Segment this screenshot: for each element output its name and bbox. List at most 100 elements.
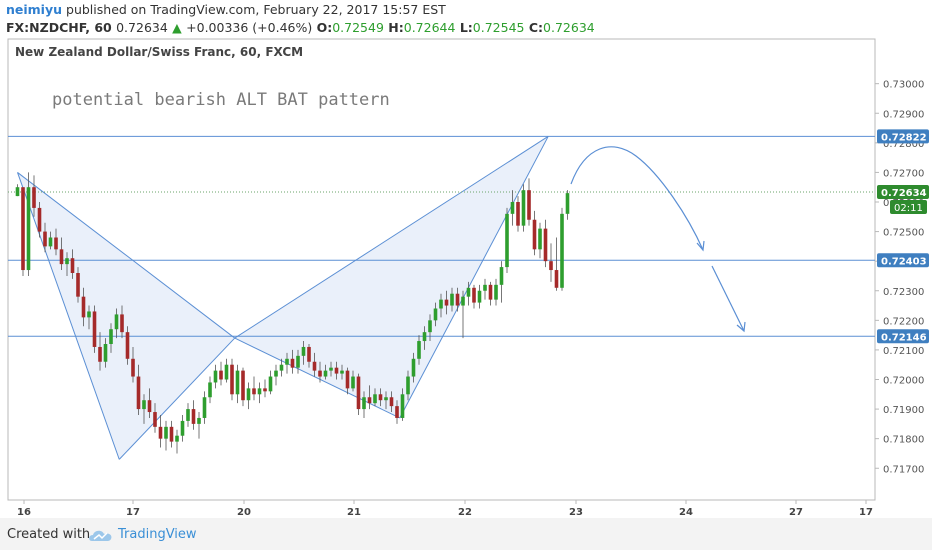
candle-body <box>175 435 179 442</box>
candle-body <box>395 406 399 418</box>
candle <box>527 178 531 226</box>
candle <box>301 341 306 365</box>
candle <box>92 305 97 353</box>
candle-body <box>433 308 438 321</box>
candle <box>549 243 553 282</box>
candle-body <box>538 228 542 250</box>
forecast-arrow-1-head-icon <box>696 240 705 252</box>
candle <box>202 391 207 424</box>
candle <box>164 420 168 451</box>
candle-body <box>318 370 322 377</box>
candle-body <box>477 290 482 303</box>
candle <box>428 314 432 342</box>
close-value: 0.72634 <box>543 20 595 35</box>
candle <box>323 364 328 380</box>
forecast-arrow-2-head-icon <box>736 321 746 333</box>
candle <box>510 190 515 226</box>
last-price-tag-text: 0.72634 <box>881 188 927 199</box>
candle-body <box>76 273 80 297</box>
author-name[interactable]: neimiyu <box>6 2 63 17</box>
last-price-tag-bg <box>877 184 929 199</box>
candle <box>384 391 388 410</box>
candle-body <box>296 355 300 368</box>
candle-body <box>499 267 504 285</box>
candle-body <box>543 228 548 262</box>
candle <box>532 210 537 256</box>
candle-body <box>37 207 42 232</box>
candle <box>439 293 443 318</box>
high-value: 0.72644 <box>403 20 456 35</box>
candle-body <box>285 358 289 365</box>
publish-info: neimiyu published on TradingView.com, Fe… <box>6 2 446 17</box>
last-price: 0.72634 <box>116 20 168 35</box>
candle-body <box>532 219 537 250</box>
open-label: O: <box>316 20 333 35</box>
candle-body <box>197 417 201 424</box>
y-tick-label: 0.71900 <box>883 405 924 416</box>
pattern-leg-ab <box>118 337 236 460</box>
candle-body <box>230 364 234 395</box>
candle-body <box>340 370 344 374</box>
last-price-tag: 0.72634 <box>877 184 929 199</box>
level-tag-2: 0.72403 <box>877 253 929 268</box>
candle <box>290 349 295 374</box>
candle <box>466 281 471 306</box>
candle-body <box>274 370 278 377</box>
chart-title: New Zealand Dollar/Swiss Franc, 60, FXCM <box>15 45 303 59</box>
candle <box>26 172 31 276</box>
forecast-arrows <box>570 146 746 333</box>
candle-body <box>290 358 295 368</box>
candle <box>208 376 212 404</box>
candle-body <box>136 376 141 410</box>
candle-body <box>81 296 86 318</box>
countdown-tag-bg <box>890 199 927 214</box>
created-with-label: Created with <box>7 527 91 542</box>
level-tag-3-bg <box>877 329 929 344</box>
candle-body <box>560 213 564 288</box>
candle-body <box>21 187 25 271</box>
candle <box>21 187 25 276</box>
candle-body <box>466 287 471 297</box>
candle-body <box>224 364 229 380</box>
candle-body <box>120 314 124 333</box>
candle <box>340 364 344 380</box>
candle-body <box>147 400 152 413</box>
candle-body <box>92 311 97 347</box>
candle-body <box>191 409 196 424</box>
x-tick-label: 21 <box>347 507 361 518</box>
time-axis[interactable]: 16 17 20 21 22 23 24 27 17 <box>17 500 873 518</box>
pattern-leg-xa <box>17 172 120 460</box>
candle-body <box>235 370 240 395</box>
candle-body <box>406 376 410 395</box>
candle <box>565 190 570 220</box>
candle <box>362 391 366 418</box>
candle <box>345 367 350 395</box>
candle <box>329 361 333 377</box>
y-tick-label: 0.72900 <box>883 109 924 120</box>
candle <box>367 385 372 410</box>
candle-body <box>417 341 421 359</box>
level-tag-1-bg <box>877 129 929 144</box>
pattern-annotation: potential bearish ALT BAT pattern <box>52 90 390 110</box>
candle-body <box>554 270 559 288</box>
candle <box>268 370 273 395</box>
levels-layer <box>8 135 875 337</box>
candle <box>444 290 449 315</box>
candle-body <box>241 370 245 401</box>
candle-body <box>268 376 273 392</box>
candle-body <box>494 284 498 300</box>
tradingview-brand-link[interactable]: TradingView <box>118 527 197 542</box>
candle-body <box>428 320 432 333</box>
candle-body <box>351 376 355 389</box>
candle <box>483 278 487 300</box>
symbol-label: FX:NZDCHF, 60 <box>6 20 112 35</box>
candle-body <box>472 287 476 303</box>
level-tag-3-text: 0.72146 <box>881 332 927 343</box>
pattern-triangle-bcd <box>234 136 549 418</box>
countdown-tag: 02:11 <box>890 199 927 214</box>
candle-body <box>103 344 108 362</box>
y-tick-label: 0.72800 <box>883 139 924 150</box>
candle <box>461 290 465 339</box>
x-tick-label: 23 <box>569 507 583 518</box>
price-chart[interactable]: 0.730000.729000.728000.727000.726000.725… <box>0 38 932 518</box>
